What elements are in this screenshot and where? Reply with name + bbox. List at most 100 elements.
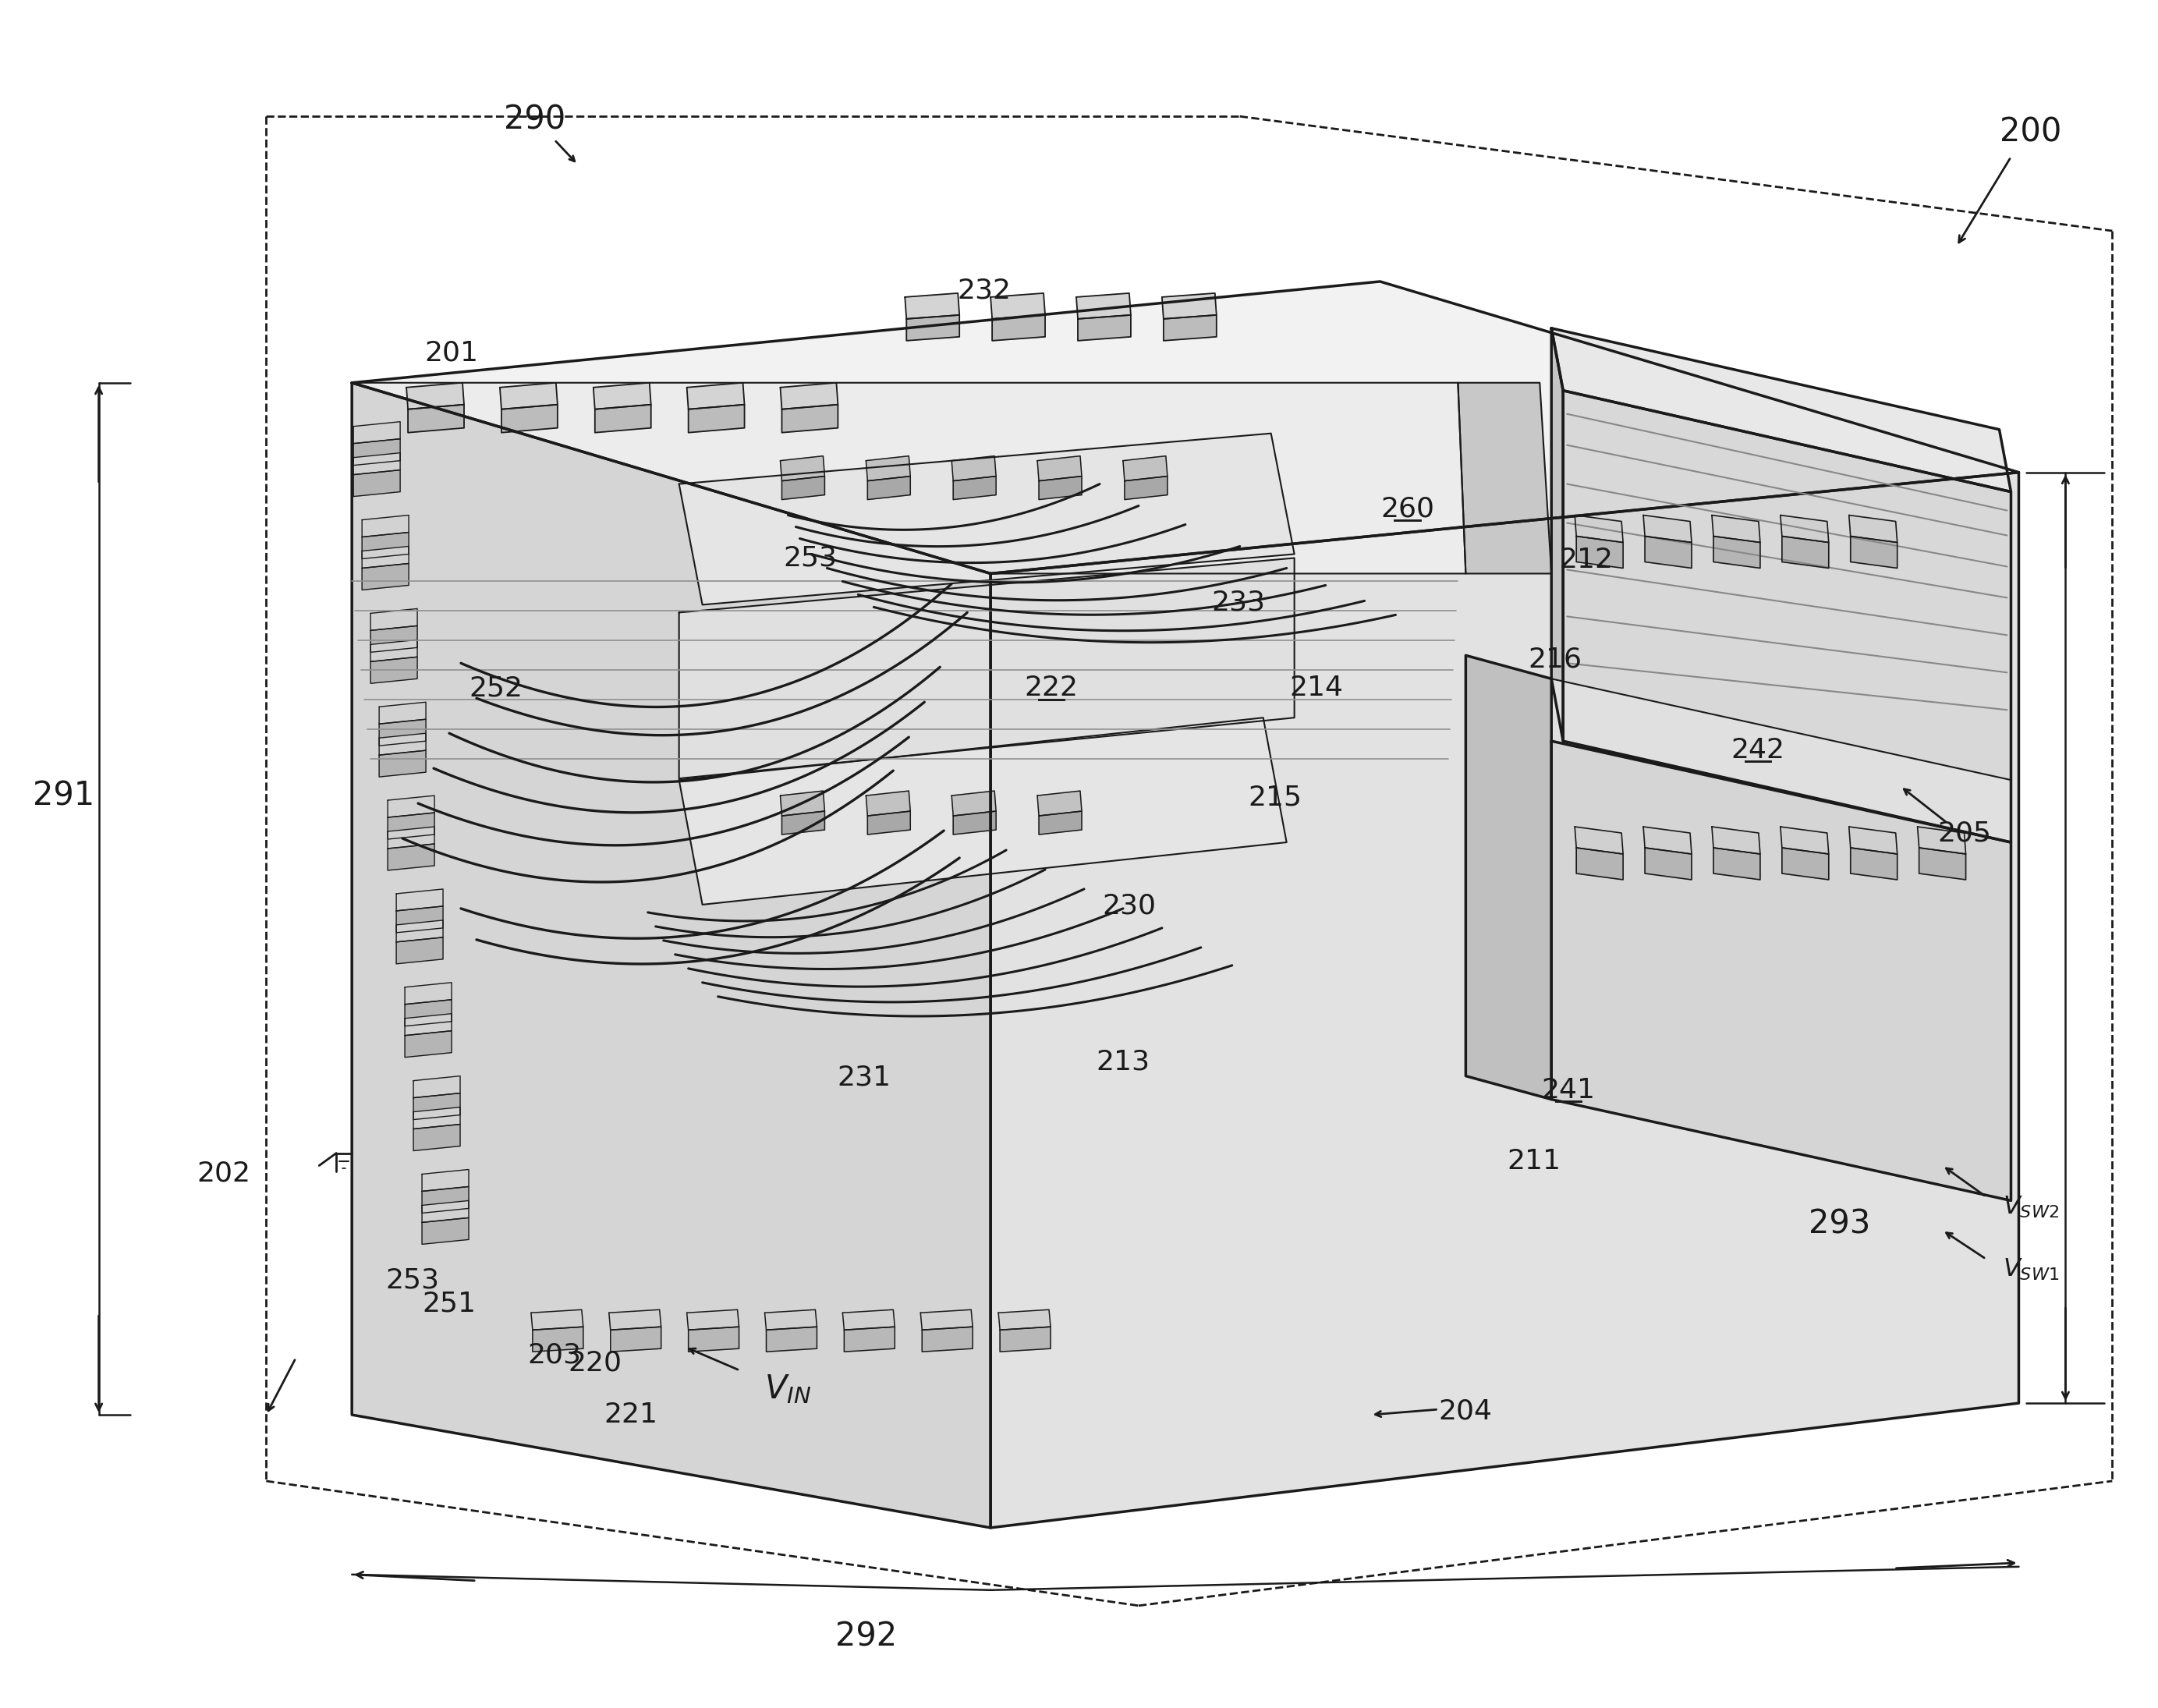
Polygon shape [1780, 827, 1828, 854]
Polygon shape [1849, 516, 1897, 543]
Polygon shape [680, 559, 1295, 779]
Polygon shape [363, 516, 408, 536]
Polygon shape [781, 791, 824, 816]
Polygon shape [371, 625, 416, 652]
Polygon shape [354, 439, 399, 465]
Text: 213: 213 [1096, 1049, 1150, 1076]
Polygon shape [781, 477, 824, 500]
Polygon shape [954, 811, 997, 835]
Polygon shape [397, 890, 442, 910]
Polygon shape [1038, 811, 1081, 835]
Polygon shape [680, 717, 1286, 905]
Text: 233: 233 [1211, 589, 1265, 615]
Text: 253: 253 [783, 545, 837, 570]
Polygon shape [380, 702, 425, 724]
Polygon shape [388, 827, 434, 849]
Text: 203: 203 [527, 1341, 581, 1368]
Polygon shape [1575, 536, 1623, 569]
Polygon shape [1552, 678, 2011, 842]
Polygon shape [423, 1187, 468, 1213]
Text: $V_{SW1}$: $V_{SW1}$ [2003, 1257, 2059, 1281]
Polygon shape [1644, 536, 1692, 569]
Polygon shape [363, 547, 408, 569]
Polygon shape [686, 1310, 738, 1331]
Text: 230: 230 [1103, 893, 1157, 919]
Polygon shape [423, 1201, 468, 1223]
Text: 232: 232 [958, 278, 1012, 304]
Polygon shape [380, 719, 425, 746]
Polygon shape [1122, 456, 1167, 482]
Polygon shape [904, 294, 960, 319]
Polygon shape [1038, 791, 1081, 816]
Polygon shape [380, 750, 425, 777]
Polygon shape [1849, 827, 1897, 854]
Polygon shape [1783, 536, 1828, 569]
Text: 215: 215 [1247, 784, 1301, 810]
Polygon shape [596, 405, 652, 432]
Polygon shape [352, 383, 991, 1527]
Text: 216: 216 [1528, 646, 1582, 673]
Polygon shape [423, 1170, 468, 1190]
Polygon shape [844, 1327, 896, 1351]
Text: 211: 211 [1508, 1148, 1560, 1175]
Text: 212: 212 [1560, 547, 1614, 574]
Polygon shape [954, 477, 997, 500]
Polygon shape [533, 1327, 583, 1351]
Text: 260: 260 [1381, 495, 1435, 523]
Polygon shape [1038, 477, 1081, 500]
Polygon shape [1465, 656, 1552, 1100]
Polygon shape [371, 658, 416, 683]
Polygon shape [865, 791, 911, 816]
Polygon shape [1575, 827, 1623, 854]
Polygon shape [781, 456, 824, 482]
Polygon shape [1077, 294, 1131, 319]
Polygon shape [1575, 847, 1623, 880]
Text: 291: 291 [32, 779, 95, 811]
Text: 200: 200 [2000, 116, 2061, 149]
Polygon shape [371, 608, 416, 630]
Polygon shape [781, 405, 837, 432]
Polygon shape [423, 1218, 468, 1243]
Polygon shape [1711, 516, 1761, 543]
Text: 214: 214 [1288, 675, 1342, 702]
Text: 290: 290 [505, 102, 565, 137]
Text: 221: 221 [604, 1402, 658, 1428]
Text: 242: 242 [1731, 738, 1785, 763]
Polygon shape [354, 470, 399, 497]
Polygon shape [865, 456, 911, 482]
Text: 251: 251 [423, 1290, 477, 1317]
Text: 222: 222 [1025, 675, 1079, 702]
Polygon shape [388, 844, 434, 871]
Polygon shape [363, 564, 408, 589]
Polygon shape [1552, 328, 2011, 492]
Text: 220: 220 [568, 1349, 622, 1377]
Polygon shape [1783, 847, 1828, 880]
Polygon shape [993, 314, 1044, 340]
Polygon shape [397, 907, 442, 933]
Polygon shape [1644, 516, 1692, 543]
Polygon shape [501, 405, 557, 432]
Polygon shape [1552, 328, 1562, 741]
Polygon shape [1644, 827, 1692, 854]
Polygon shape [688, 1327, 738, 1351]
Polygon shape [1552, 741, 2011, 1201]
Polygon shape [380, 733, 425, 755]
Polygon shape [611, 1327, 660, 1351]
Text: 231: 231 [837, 1064, 891, 1091]
Polygon shape [363, 533, 408, 559]
Polygon shape [686, 383, 745, 410]
Polygon shape [414, 1093, 460, 1120]
Text: 202: 202 [196, 1160, 250, 1187]
Text: 252: 252 [468, 675, 522, 702]
Polygon shape [371, 640, 416, 661]
Polygon shape [414, 1107, 460, 1129]
Polygon shape [688, 405, 745, 432]
Polygon shape [952, 791, 997, 816]
Polygon shape [991, 294, 1044, 319]
Polygon shape [680, 434, 1295, 605]
Polygon shape [1459, 383, 1552, 574]
Text: 293: 293 [1808, 1208, 1871, 1240]
Text: 205: 205 [1938, 820, 1992, 845]
Polygon shape [1163, 314, 1217, 340]
Polygon shape [1918, 827, 1966, 854]
